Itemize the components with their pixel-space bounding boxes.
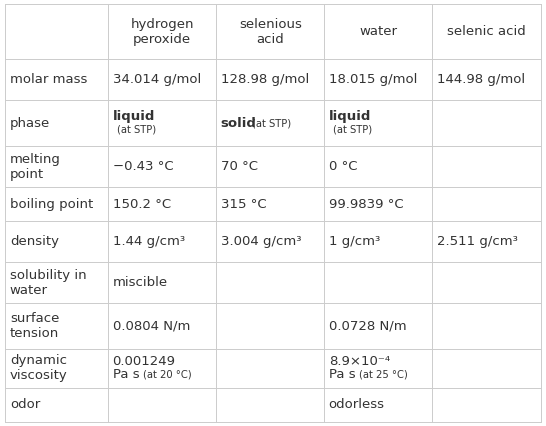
Text: density: density xyxy=(10,235,59,248)
Text: liquid: liquid xyxy=(329,110,371,123)
Text: melting
point: melting point xyxy=(10,153,61,181)
Text: 34.014 g/mol: 34.014 g/mol xyxy=(112,73,201,86)
Text: odor: odor xyxy=(10,398,40,411)
Text: 0.0804 N/m: 0.0804 N/m xyxy=(112,320,190,333)
Text: −0.43 °C: −0.43 °C xyxy=(112,160,173,173)
Text: (at 25 °C): (at 25 °C) xyxy=(359,369,407,379)
Text: (at STP): (at STP) xyxy=(333,124,372,134)
Text: (at STP): (at STP) xyxy=(252,118,291,128)
Text: solubility in
water: solubility in water xyxy=(10,269,86,297)
Text: dynamic
viscosity: dynamic viscosity xyxy=(10,354,68,382)
Text: miscible: miscible xyxy=(112,276,168,289)
Text: 70 °C: 70 °C xyxy=(221,160,258,173)
Text: odorless: odorless xyxy=(329,398,385,411)
Text: surface
tension: surface tension xyxy=(10,312,59,340)
Text: Pa s: Pa s xyxy=(112,368,139,381)
Text: 0.0728 N/m: 0.0728 N/m xyxy=(329,320,406,333)
Text: 18.015 g/mol: 18.015 g/mol xyxy=(329,73,417,86)
Text: 99.9839 °C: 99.9839 °C xyxy=(329,198,403,210)
Text: 144.98 g/mol: 144.98 g/mol xyxy=(437,73,525,86)
Text: 1 g/cm³: 1 g/cm³ xyxy=(329,235,380,248)
Text: 2.511 g/cm³: 2.511 g/cm³ xyxy=(437,235,518,248)
Text: phase: phase xyxy=(10,117,50,130)
Text: 0 °C: 0 °C xyxy=(329,160,357,173)
Text: 3.004 g/cm³: 3.004 g/cm³ xyxy=(221,235,301,248)
Text: 0.001249: 0.001249 xyxy=(112,355,176,368)
Text: 128.98 g/mol: 128.98 g/mol xyxy=(221,73,309,86)
Text: 8.9×10⁻⁴: 8.9×10⁻⁴ xyxy=(329,355,390,368)
Text: selenious
acid: selenious acid xyxy=(239,18,302,46)
Text: (at STP): (at STP) xyxy=(117,124,156,134)
Text: selenic acid: selenic acid xyxy=(447,25,526,38)
Text: liquid: liquid xyxy=(112,110,155,123)
Text: 150.2 °C: 150.2 °C xyxy=(112,198,171,210)
Text: water: water xyxy=(359,25,397,38)
Text: 1.44 g/cm³: 1.44 g/cm³ xyxy=(112,235,185,248)
Text: molar mass: molar mass xyxy=(10,73,87,86)
Text: boiling point: boiling point xyxy=(10,198,93,210)
Text: (at 20 °C): (at 20 °C) xyxy=(143,369,191,379)
Text: Pa s: Pa s xyxy=(329,368,355,381)
Text: 315 °C: 315 °C xyxy=(221,198,266,210)
Text: hydrogen
peroxide: hydrogen peroxide xyxy=(130,18,194,46)
Text: solid: solid xyxy=(221,117,257,130)
